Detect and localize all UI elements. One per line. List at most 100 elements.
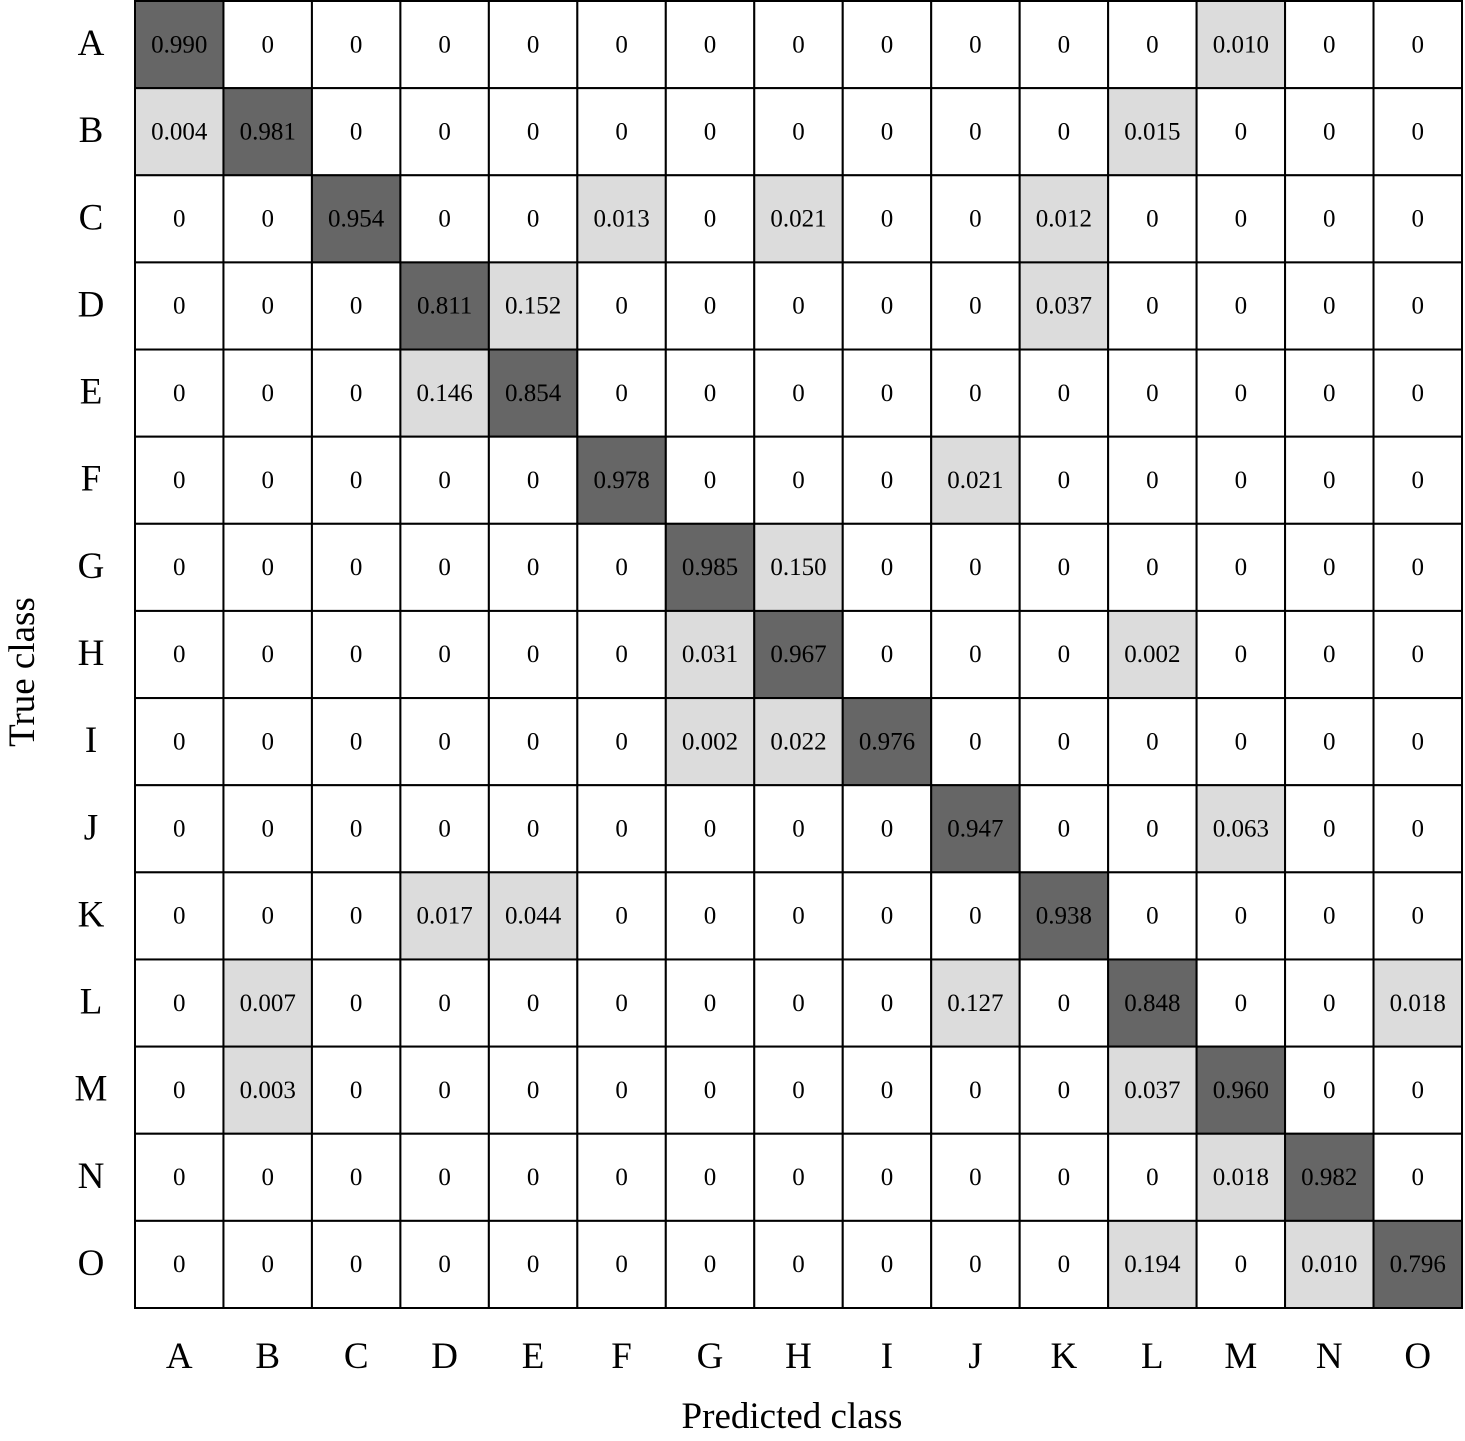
cell-value-G-M: 0 <box>1235 554 1248 581</box>
cell-value-A-K: 0 <box>1058 31 1071 58</box>
cell-N-G <box>664 1132 756 1222</box>
cell-value-L-C: 0 <box>350 990 363 1017</box>
cell-value-O-H: 0 <box>792 1251 805 1278</box>
cell-value-I-D: 0 <box>438 728 451 755</box>
cell-value-K-H: 0 <box>792 903 805 930</box>
cell-value-E-H: 0 <box>792 380 805 407</box>
cell-A-F <box>576 0 667 90</box>
cell-value-B-O: 0 <box>1412 118 1425 145</box>
cell-value-E-J: 0 <box>969 380 982 407</box>
cell-value-M-I: 0 <box>881 1077 894 1104</box>
cell-K-E <box>487 871 579 961</box>
cell-value-B-C: 0 <box>350 118 363 145</box>
cell-K-L <box>1107 871 1198 961</box>
cell-value-J-O: 0 <box>1412 816 1425 843</box>
cell-E-L <box>1107 348 1198 438</box>
cell-value-N-G: 0 <box>704 1164 717 1191</box>
cell-B-B <box>222 87 313 177</box>
cell-F-L <box>1107 435 1198 525</box>
cell-value-H-D: 0 <box>438 641 451 668</box>
cell-value-M-A: 0 <box>173 1077 186 1104</box>
cell-I-B <box>222 697 313 787</box>
cell-value-O-K: 0 <box>1058 1251 1071 1278</box>
cell-H-C <box>310 609 402 700</box>
cell-F-C <box>310 435 402 525</box>
y-tick-label-O: O <box>78 1243 105 1284</box>
cell-I-O <box>1372 697 1463 787</box>
cell-F-A <box>134 435 225 525</box>
cell-value-M-E: 0 <box>527 1077 540 1104</box>
cell-value-O-M: 0 <box>1235 1251 1248 1278</box>
cell-value-O-O: 0.796 <box>1390 1251 1446 1278</box>
cell-value-M-B: 0.003 <box>240 1077 296 1104</box>
cell-value-C-L: 0 <box>1146 206 1159 233</box>
cell-value-H-J: 0 <box>969 641 982 668</box>
cell-value-B-A: 0.004 <box>151 118 208 145</box>
cell-L-A <box>134 958 225 1048</box>
cell-value-J-L: 0 <box>1146 816 1159 843</box>
cell-I-H <box>753 697 844 787</box>
cell-value-K-L: 0 <box>1146 903 1159 930</box>
cell-E-F <box>576 348 667 438</box>
cell-value-G-O: 0 <box>1412 554 1425 581</box>
cell-F-J <box>930 435 1021 525</box>
cell-G-G <box>664 522 756 612</box>
cell-value-M-M: 0.960 <box>1213 1077 1269 1104</box>
cell-I-N <box>1284 697 1375 787</box>
cell-value-G-D: 0 <box>438 554 451 581</box>
cell-value-C-A: 0 <box>173 206 186 233</box>
cell-value-J-A: 0 <box>173 816 186 843</box>
cell-value-C-O: 0 <box>1412 206 1425 233</box>
cell-value-A-L: 0 <box>1146 31 1159 58</box>
cell-D-F <box>576 261 667 351</box>
cell-F-I <box>841 435 933 525</box>
cell-value-N-N: 0.982 <box>1301 1164 1357 1191</box>
y-tick-label-E: E <box>80 372 103 413</box>
cell-D-C <box>310 261 402 351</box>
cell-value-I-C: 0 <box>350 728 363 755</box>
cell-value-A-A: 0.990 <box>151 31 207 58</box>
cell-value-G-L: 0 <box>1146 554 1159 581</box>
cell-value-M-O: 0 <box>1412 1077 1425 1104</box>
cell-O-A <box>134 1219 225 1310</box>
cell-value-O-I: 0 <box>881 1251 894 1278</box>
cell-value-I-J: 0 <box>969 728 982 755</box>
cell-value-K-M: 0 <box>1235 903 1248 930</box>
cell-G-L <box>1107 522 1198 612</box>
cell-value-G-G: 0.985 <box>682 554 738 581</box>
cell-value-H-K: 0 <box>1058 641 1071 668</box>
cell-value-F-O: 0 <box>1412 467 1425 494</box>
x-axis-ticks: A B C D E F G H I J K L M N O <box>166 1336 1431 1377</box>
cell-C-L <box>1107 174 1198 264</box>
cell-value-N-I: 0 <box>881 1164 894 1191</box>
cell-F-H <box>753 435 844 525</box>
cell-value-I-N: 0 <box>1323 728 1336 755</box>
cell-value-L-M: 0 <box>1235 990 1248 1017</box>
cell-E-A <box>134 348 225 438</box>
cell-value-A-J: 0 <box>969 31 982 58</box>
cell-L-N <box>1284 958 1375 1048</box>
cell-value-M-F: 0 <box>615 1077 628 1104</box>
cell-value-H-C: 0 <box>350 641 363 668</box>
cell-value-I-F: 0 <box>615 728 628 755</box>
cell-O-O <box>1372 1219 1463 1310</box>
cell-value-F-D: 0 <box>438 467 451 494</box>
cell-value-C-K: 0.012 <box>1036 206 1092 233</box>
cell-value-K-F: 0 <box>615 903 628 930</box>
cell-value-I-H: 0.022 <box>770 728 826 755</box>
cell-value-N-O: 0 <box>1412 1164 1425 1191</box>
x-tick-label-L: L <box>1141 1336 1164 1377</box>
cell-E-N <box>1284 348 1375 438</box>
cell-value-G-J: 0 <box>969 554 982 581</box>
cell-O-I <box>841 1219 933 1310</box>
cell-G-A <box>134 522 225 612</box>
x-tick-label-K: K <box>1051 1336 1078 1377</box>
cell-J-H <box>753 784 844 874</box>
cell-E-H <box>753 348 844 438</box>
cell-value-A-N: 0 <box>1323 31 1336 58</box>
cell-value-J-J: 0.947 <box>947 816 1003 843</box>
cell-M-I <box>841 1045 933 1135</box>
cell-O-H <box>753 1219 844 1310</box>
cell-I-C <box>310 697 402 787</box>
cell-value-B-G: 0 <box>704 118 717 145</box>
